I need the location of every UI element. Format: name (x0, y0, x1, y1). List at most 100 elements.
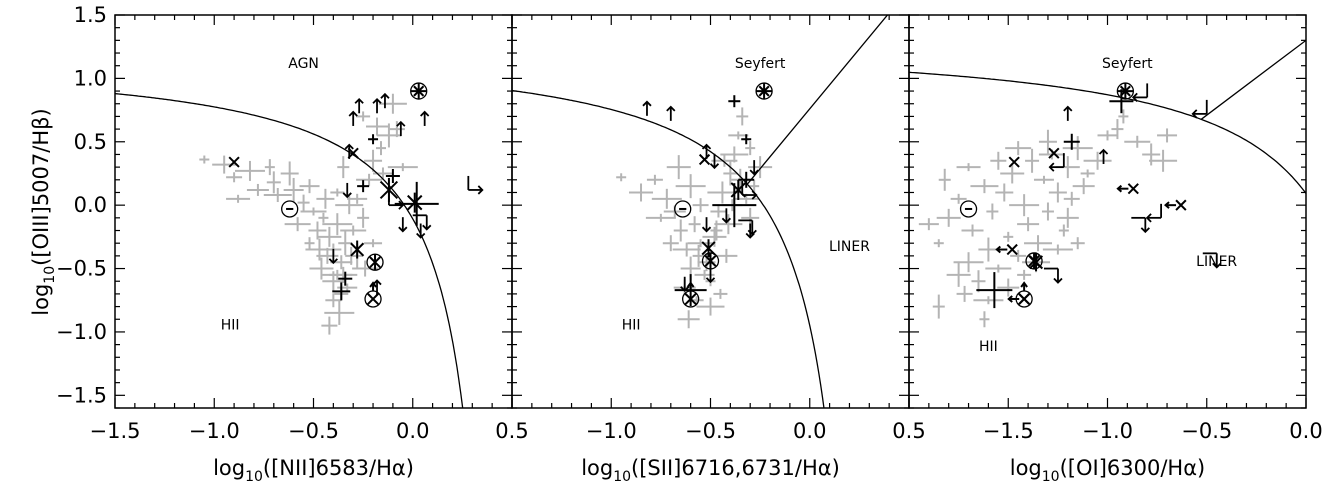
data-point-gray (1005, 141, 1032, 156)
data-point-gray (1041, 202, 1054, 221)
marker-oplus (366, 253, 384, 271)
data-point-gray (1083, 151, 1112, 170)
marker-cross (357, 180, 370, 193)
data-point-gray (629, 183, 654, 202)
data-point-gray (1080, 169, 1095, 178)
data-point-gray (715, 248, 738, 263)
limit-arrow (416, 223, 426, 239)
x-tick-label: −1.5 (983, 419, 1034, 443)
x-axis-label-SII: log10([SII]6716,6731/Hα) (581, 456, 840, 485)
demarcation-curve (909, 71, 1306, 195)
data-point-gray (714, 214, 743, 235)
data-point-gray (986, 203, 999, 220)
data-point-gray (688, 216, 701, 233)
marker-star (350, 240, 365, 259)
data-point-gray (694, 269, 715, 280)
limit-arrow (680, 276, 690, 293)
data-point-gray (347, 193, 368, 204)
data-point-gray (321, 316, 338, 335)
marker-lx (1007, 293, 1030, 305)
panel-OI: Seyfert LINER HII −1.5 −1.0 −0.5 0.0 log10([OI]… (908, 14, 1323, 485)
data-point-gray (322, 269, 353, 280)
data-point-gray (284, 217, 311, 232)
data-point-gray (1070, 237, 1085, 250)
region-label-hii: HII (221, 317, 240, 333)
data-point-gray (736, 107, 749, 126)
data-point-gray (1000, 163, 1025, 184)
limit-arrow (354, 98, 364, 114)
data-point-gray (662, 235, 679, 252)
region-label-liner: LINER (1196, 254, 1237, 270)
data-point-gray (299, 179, 320, 194)
marker-lx (1116, 183, 1139, 195)
data-point-gray (330, 188, 345, 197)
limit-arrow (342, 182, 352, 199)
data-point-gray (309, 257, 334, 280)
data-point-gray (973, 296, 1004, 305)
data-point-gray (946, 262, 971, 287)
data-point-gray (352, 260, 379, 277)
seyfert-liner-line (746, 15, 889, 185)
x-tick-label: −0.5 (1181, 419, 1232, 443)
data-point-gray (316, 188, 335, 209)
limit-arrow (1048, 153, 1065, 172)
data-point-gray (692, 198, 709, 213)
data-point-gray (645, 213, 676, 222)
demarcation-curve (512, 89, 825, 408)
limit-arrow (420, 110, 430, 126)
marker-odot (674, 200, 692, 218)
data-point-gray (956, 163, 981, 172)
data-point-gray (932, 294, 945, 319)
data-point-gray (372, 167, 393, 180)
x-axis-label-OI: log10([OI]6300/Hα) (1010, 456, 1206, 485)
data-point-gray (692, 244, 705, 267)
data-point-gray (378, 93, 407, 114)
y-tick-label: 1.5 (74, 3, 107, 27)
data-point-gray (936, 208, 961, 227)
data-point-gray (748, 156, 773, 179)
data-point-gray (1149, 149, 1178, 172)
limit-arrow (1202, 252, 1222, 269)
data-point-gray (246, 183, 269, 196)
x-tick-label: −1.5 (90, 419, 141, 443)
y-tick-label: 0.5 (74, 130, 107, 154)
data-point-gray (713, 288, 728, 299)
data-point-gray (1142, 143, 1161, 166)
data-point-gray (356, 173, 383, 186)
x-axis-label-NII: log10([NII]6583/Hα) (213, 456, 414, 485)
data-point-gray (616, 173, 627, 182)
data-point-gray (1017, 269, 1032, 280)
limit-arrow (1191, 99, 1208, 119)
data-point-gray (1048, 182, 1067, 203)
marker-x (1048, 147, 1060, 159)
marker-cross (338, 271, 353, 286)
limit-arrow (1063, 105, 1073, 121)
data-point-gray (199, 155, 210, 164)
data-point-gray (711, 154, 738, 167)
data-point-gray (337, 156, 350, 179)
limit-arrow (749, 160, 759, 176)
data-point-gray (356, 111, 371, 122)
limit-arrow (380, 92, 390, 109)
data-point-gray (677, 310, 700, 329)
data-point-gray (728, 131, 749, 140)
x-tick-label: −0.5 (685, 419, 736, 443)
region-label-seyfert: Seyfert (735, 56, 786, 72)
marker-x (1008, 156, 1020, 168)
data-point-gray (322, 271, 345, 292)
marker-cross (368, 134, 379, 145)
y-tick-label: −1.0 (56, 320, 107, 344)
data-point-gray (357, 207, 370, 228)
marker-otimes (364, 281, 382, 308)
data-point-gray (324, 300, 355, 325)
data-point-gray (1038, 129, 1057, 154)
data-point-gray (300, 207, 327, 216)
data-point-gray (938, 168, 951, 191)
seyfert-liner-line (1200, 39, 1306, 120)
x-tick-label: 0.5 (495, 419, 528, 443)
data-point-gray (961, 224, 984, 237)
panel-frame (908, 14, 1307, 409)
data-point-gray (1063, 191, 1080, 206)
data-point-gray (283, 177, 304, 202)
